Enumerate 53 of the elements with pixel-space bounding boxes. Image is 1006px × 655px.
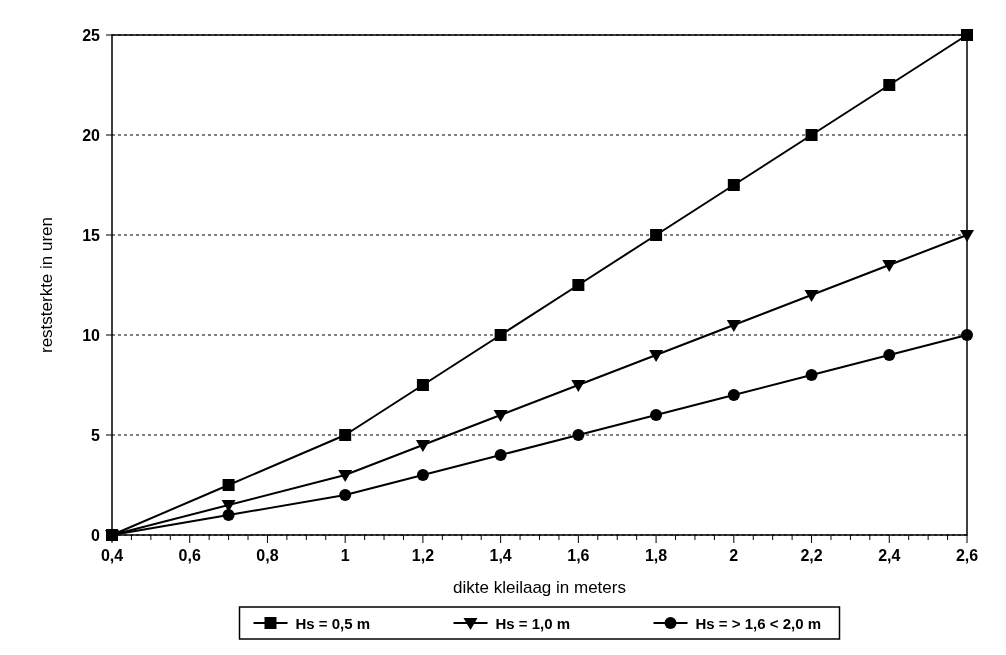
point [883,79,896,91]
point [221,500,236,512]
point [727,389,740,401]
y-tick-label: 10 [82,327,101,344]
point [222,509,235,521]
point [649,350,664,362]
point [726,320,741,332]
point [415,440,430,452]
point [338,470,353,482]
point [961,29,973,41]
y-tick-label: 20 [82,127,101,144]
point [882,260,897,272]
x-tick-label: 1,6 [567,547,590,564]
point [222,479,235,491]
x-tick-label: 2 [729,547,739,564]
point [416,469,429,481]
point [494,449,507,461]
y-tick-label: 0 [91,527,101,544]
legend-label: Hs = > 1,6 < 2,0 m [695,615,822,632]
y-tick-label: 5 [91,427,101,444]
point [416,379,429,391]
y-tick-label: 15 [82,227,101,244]
point [339,429,352,441]
legend-label: Hs = 0,5 m [295,615,371,632]
x-tick-label: 0,6 [178,547,201,564]
point [727,179,740,191]
x-tick-label: 0,8 [256,547,279,564]
point [571,380,586,392]
x-tick-label: 1 [340,547,350,564]
point [961,329,973,341]
x-tick-label: 2,4 [878,547,901,564]
point [960,230,974,242]
x-tick-label: 2,2 [800,547,823,564]
x-tick-label: 0,4 [100,547,124,564]
y-tick-label: 25 [82,27,101,44]
x-tick-label: 1,2 [411,547,435,564]
point [883,349,896,361]
point [804,290,819,302]
point [339,489,352,501]
point [805,369,818,381]
point [650,409,663,421]
x-tick-label: 1,4 [489,547,512,564]
point [494,329,507,341]
x-tick-label: 2,6 [955,547,979,564]
legend-label: Hs = 1,0 m [495,615,571,632]
x-axis-title: dikte kleilaag in meters [453,578,626,597]
point [572,279,585,291]
point [650,229,663,241]
point [572,429,585,441]
point [805,129,818,141]
x-tick-label: 1,8 [644,547,668,564]
y-axis-title: reststerkte in uren [37,216,56,354]
point [493,410,508,422]
